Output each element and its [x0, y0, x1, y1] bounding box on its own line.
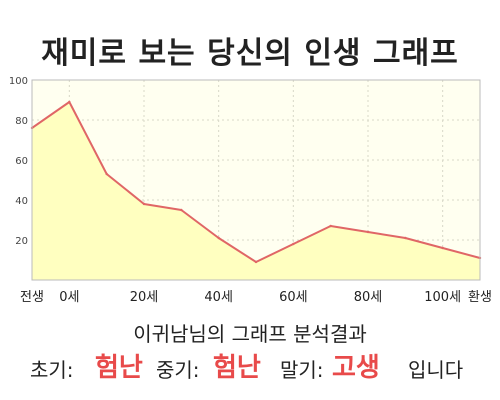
ending-text: 입니다: [408, 358, 464, 382]
x-tick-label: 100세: [424, 290, 461, 305]
data-point: [68, 100, 71, 104]
area-fill: [32, 102, 480, 280]
data-point: [105, 172, 108, 176]
y-tick-label: 100: [9, 76, 28, 87]
late-value: 고생: [332, 353, 380, 383]
data-point: [217, 236, 220, 240]
y-tick-label: 80: [15, 116, 28, 127]
early-label: 초기:: [30, 358, 74, 382]
mid-value: 험난: [213, 353, 261, 383]
data-point: [404, 236, 407, 240]
analysis-result-heading: 이귀남님의 그래프 분석결과: [133, 322, 367, 346]
y-tick-label: 60: [15, 156, 28, 167]
data-point: [254, 260, 258, 264]
x-tick-label: 20세: [130, 290, 159, 305]
late-label: 말기:: [280, 358, 324, 382]
chart-title: 재미로 보는 당신의 인생 그래프: [41, 36, 459, 71]
x-tick-label: 40세: [204, 290, 233, 305]
data-point: [292, 242, 295, 246]
data-point: [329, 224, 332, 228]
mid-label: 중기:: [156, 358, 200, 382]
data-point: [441, 246, 444, 250]
data-point: [366, 230, 370, 234]
plot-frame: [31, 79, 481, 281]
data-point: [180, 208, 183, 212]
analysis-result-line: 초기: 험난 중기: 험난 말기: 고생 입니다: [0, 344, 500, 384]
y-tick-label: 20: [15, 236, 28, 247]
y-tick-label: 40: [15, 196, 28, 207]
x-tick-label: 60세: [279, 290, 308, 305]
early-value: 험난: [95, 353, 143, 383]
x-tick-label: 80세: [354, 290, 383, 305]
data-point: [142, 202, 146, 206]
x-tick-label: 0세: [59, 290, 79, 305]
x-tick-label: 전생: [20, 290, 44, 305]
x-tick-label: 환생: [468, 290, 492, 305]
